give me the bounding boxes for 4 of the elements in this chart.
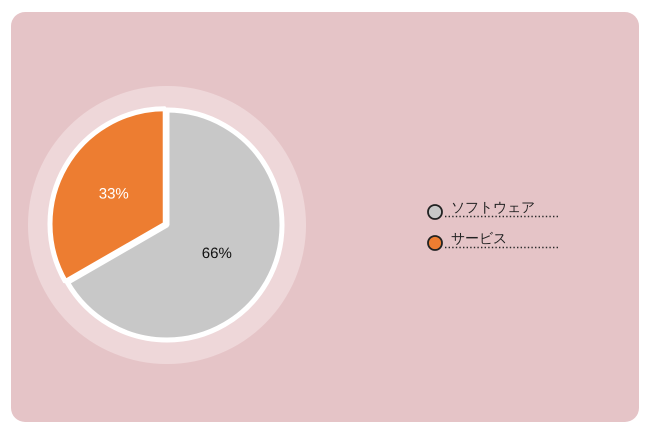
legend-label: サービス (451, 231, 507, 247)
data-label: 33% (98, 185, 129, 202)
legend-label: ソフトウェア (451, 200, 535, 216)
data-label: 66% (202, 244, 232, 262)
